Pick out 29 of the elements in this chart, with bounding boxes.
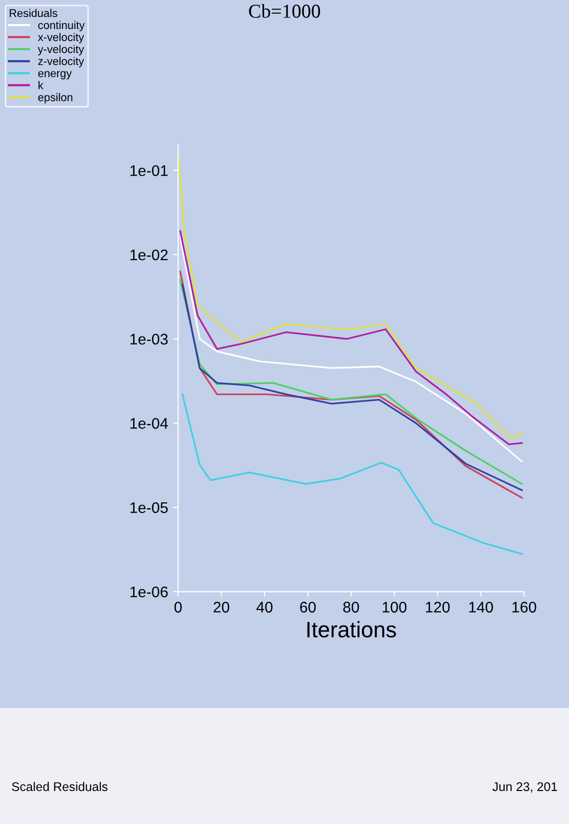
y-tick-label: 1e-03 (130, 334, 168, 345)
legend-label: continuity (38, 20, 85, 32)
legend-label: k (38, 81, 44, 90)
y-tick-label: 1e-01 (130, 165, 168, 176)
x-tick-label: 140 (469, 602, 493, 613)
legend-label: energy (38, 71, 72, 80)
x-tick-label: 160 (512, 602, 536, 613)
y-tick-label: 1e-05 (130, 502, 168, 514)
y-tick-label: 1e-06 (130, 586, 168, 598)
y-tick-label: 1e-04 (130, 418, 168, 429)
x-tick-label: 40 (256, 602, 272, 613)
line-series (178, 152, 523, 440)
text: Scaled Residuals (12, 782, 108, 792)
legend-label: y-velocity (38, 44, 84, 56)
x-tick-label: 20 (214, 602, 230, 613)
chart-title: Cb=1000 (249, 4, 320, 18)
text: Jun 23, 201 (492, 782, 558, 793)
line-series (182, 393, 523, 555)
legend-title: Residuals (10, 8, 58, 18)
x-axis-title: Iterations (307, 621, 396, 638)
y-tick-label: 1e-02 (130, 250, 168, 260)
x-tick-label: 80 (343, 602, 359, 613)
legend-label: x-velocity (38, 32, 84, 44)
x-tick-label: 0 (174, 602, 182, 613)
legend-label: z-velocity (38, 56, 84, 68)
x-tick-label: 100 (382, 602, 406, 613)
legend-label: epsilon (38, 93, 72, 104)
x-tick-label: 120 (426, 602, 450, 613)
x-tick-label: 60 (300, 602, 316, 613)
